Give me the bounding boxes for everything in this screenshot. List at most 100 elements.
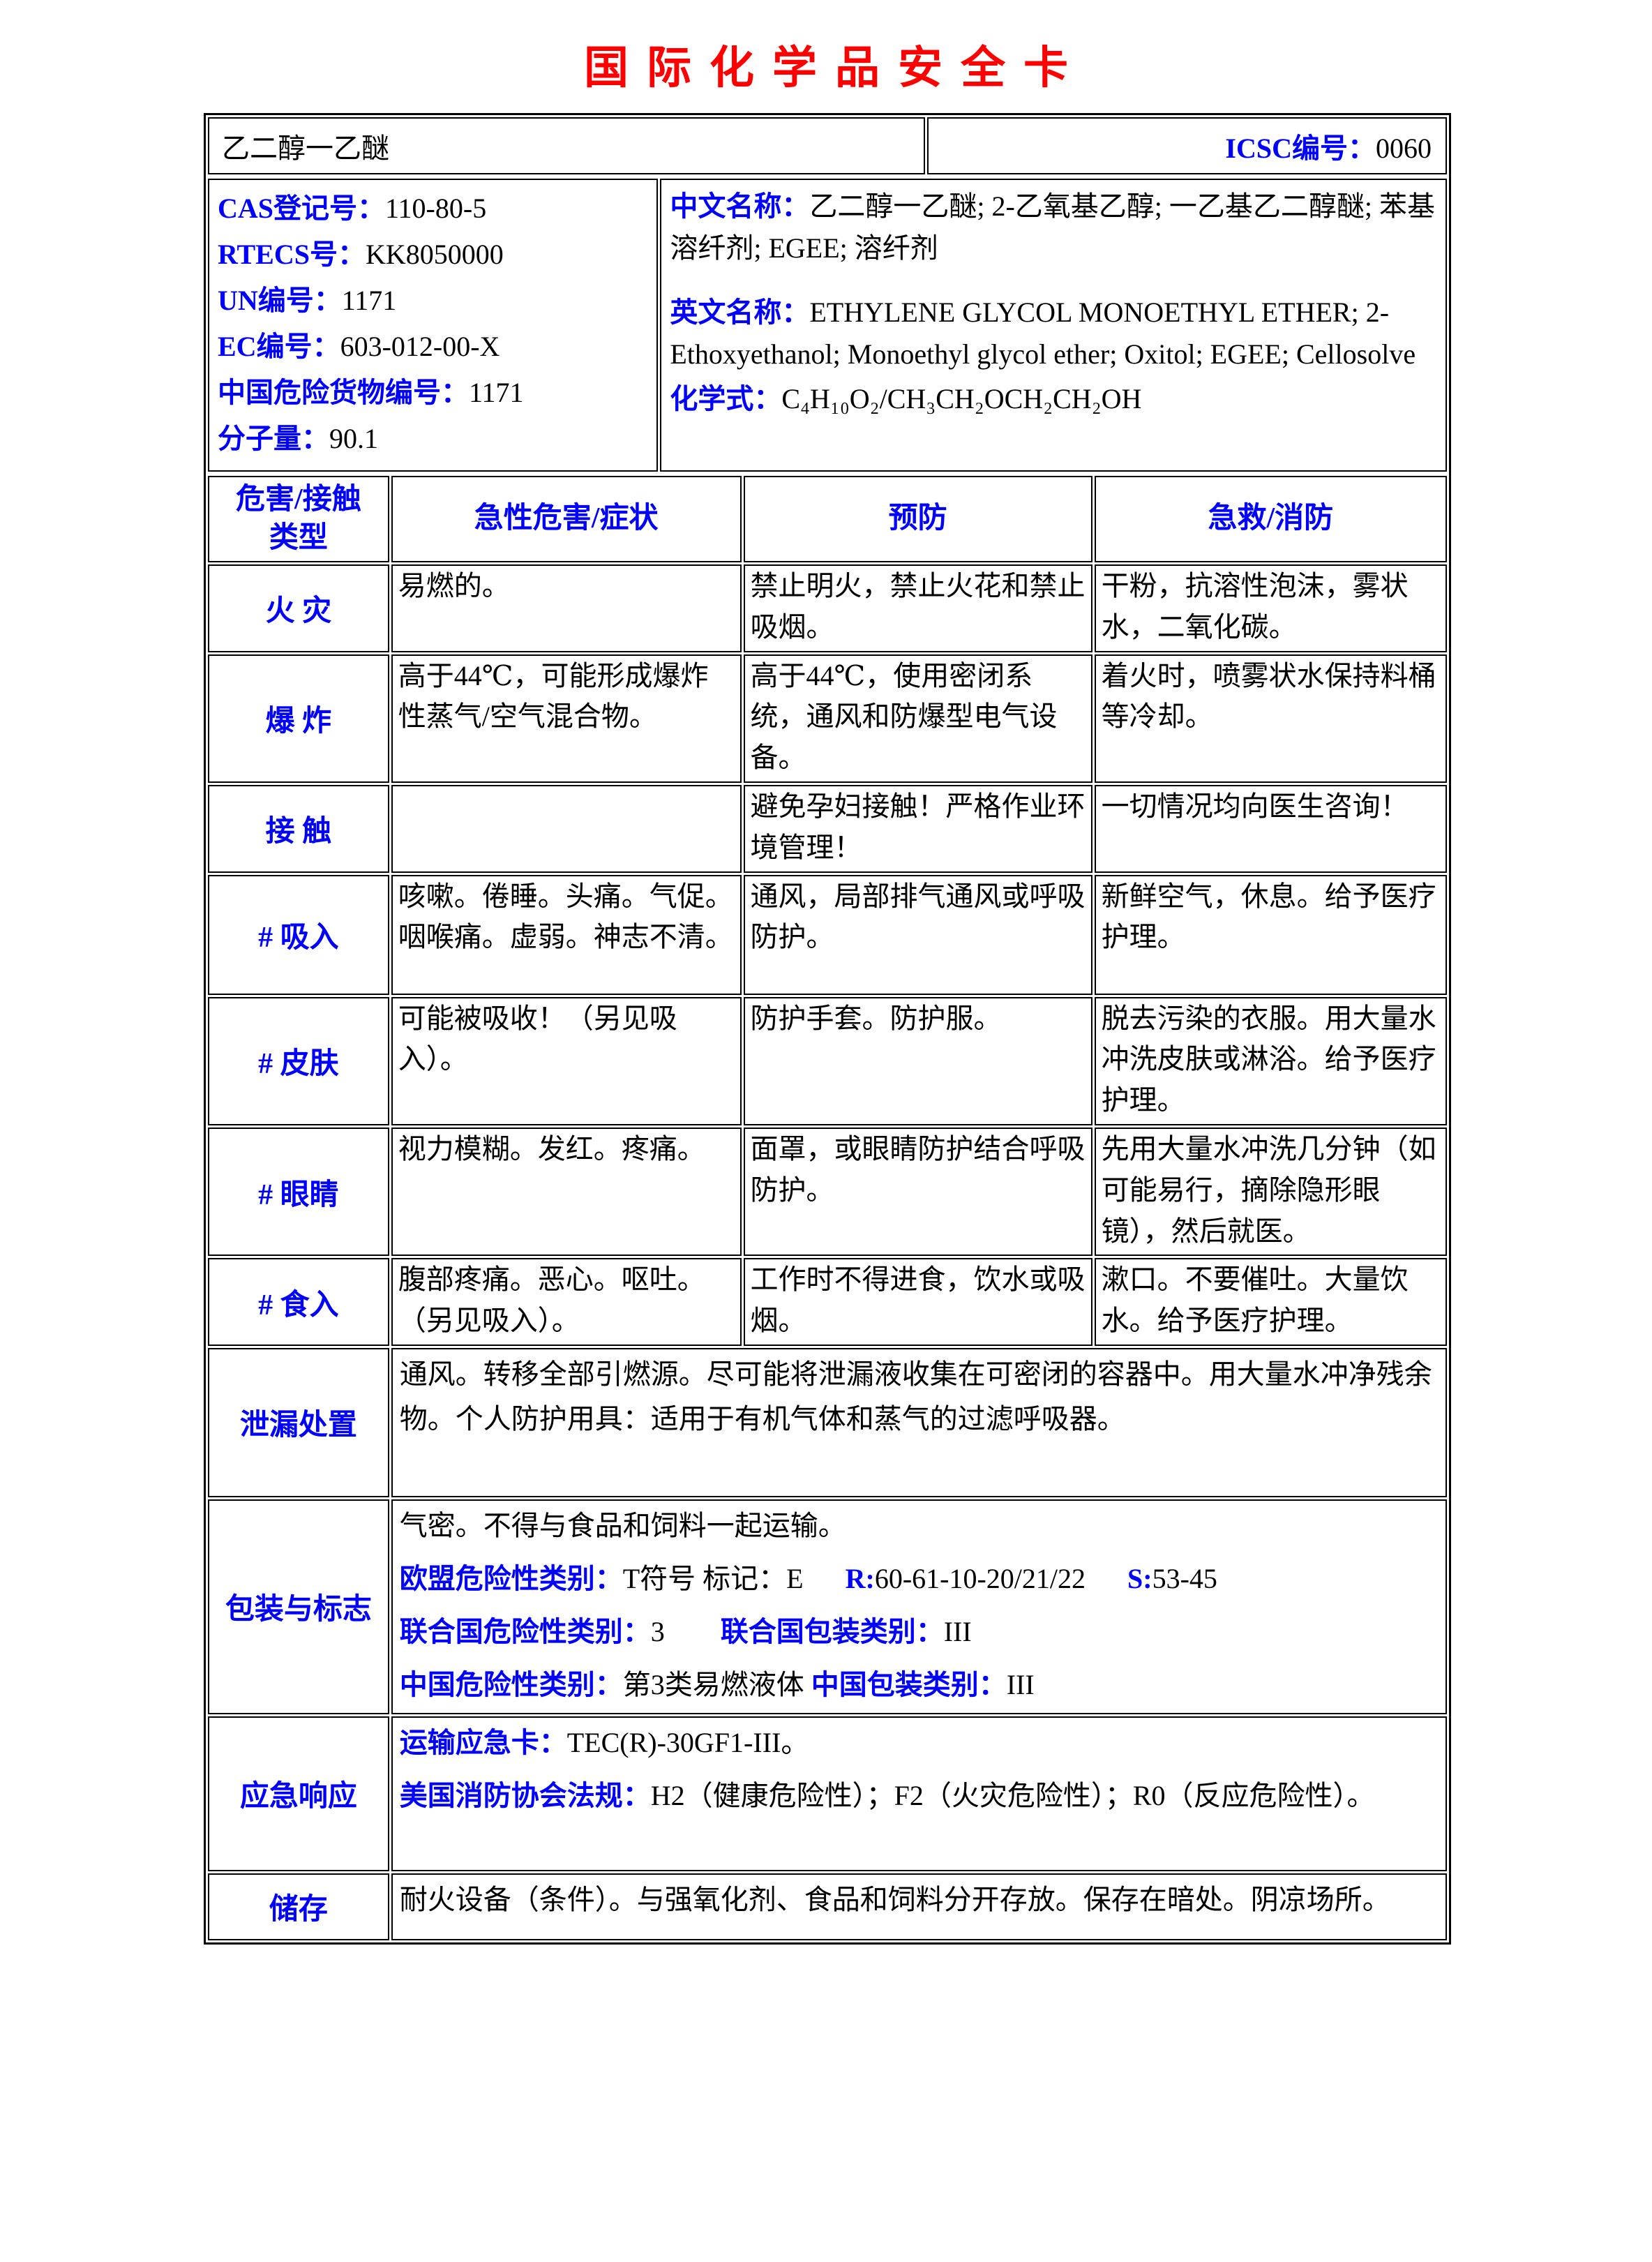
- text-segment: 易燃的。: [398, 570, 510, 601]
- hazard-cell: [391, 784, 742, 873]
- identifier-value: 1171: [341, 285, 397, 316]
- hazard-header-cell: 急救/消防: [1094, 476, 1447, 562]
- hazard-cell: 工作时不得进食，饮水或吸烟。: [743, 1258, 1092, 1346]
- hazard-cell-line: 气密。不得与食品和饲料一起运输。: [400, 1504, 1437, 1548]
- text-segment: 通风。转移全部引燃源。尽可能将泄漏液收集在可密闭的容器中。用大量水冲净残余物。个…: [399, 1358, 1432, 1435]
- hazard-row-label: 泄漏处置: [208, 1347, 389, 1497]
- text-segment: H2（健康危险性）；F2（火灾危险性）；R0（反应危险性）。: [650, 1779, 1375, 1811]
- names-panel: 中文名称：乙二醇一乙醚; 2-乙氧基乙醇; 一乙基乙二醇醚; 苯基溶纤剂; EG…: [660, 179, 1447, 472]
- hazard-row-label: # 眼睛: [208, 1127, 389, 1257]
- text-segment: 禁止明火，禁止火花和禁止吸烟。: [750, 570, 1086, 643]
- hazard-cell: 通风。转移全部引燃源。尽可能将泄漏液收集在可密闭的容器中。用大量水冲净残余物。个…: [391, 1347, 1447, 1497]
- text-segment: R:: [845, 1562, 875, 1594]
- text-segment: 中国危险性类别：: [399, 1668, 623, 1700]
- hazard-cell: 易燃的。: [391, 564, 742, 652]
- hazard-row-label: 爆 炸: [208, 654, 389, 783]
- text-segment: 欧盟危险性类别：: [399, 1562, 623, 1594]
- hazard-cell-line: 通风，局部排气通风或呼吸防护。: [751, 876, 1087, 959]
- icsc-number: 0060: [1376, 133, 1432, 164]
- identifier-value: 603-012-00-X: [340, 331, 500, 362]
- text-segment: 运输应急卡：: [399, 1726, 567, 1758]
- text-segment: S:: [1127, 1562, 1152, 1594]
- identifier-line: 分子量：90.1: [218, 416, 654, 462]
- text-segment: 咳嗽。倦睡。头痛。气促。咽喉痛。虚弱。神志不清。: [398, 880, 733, 953]
- text-segment: 耐火设备（条件）。与强氧化剂、食品和饲料分开存放。保存在暗处。阴凉场所。: [399, 1883, 1390, 1915]
- hazard-cell-line: 美国消防协会法规：H2（健康危险性）；F2（火灾危险性）；R0（反应危险性）。: [400, 1774, 1437, 1818]
- icsc-label: ICSC编号：: [1225, 133, 1376, 164]
- text-segment: 新鲜空气，休息。给予医疗护理。: [1101, 880, 1436, 953]
- hazard-header-cell: 危害/接触 类型: [208, 476, 389, 562]
- text-segment: 联合国危险性类别：: [399, 1615, 651, 1647]
- text-segment: 高于44℃，使用密闭系统，通风和防爆型电气设备。: [750, 659, 1058, 774]
- text-segment: 3: [650, 1615, 721, 1647]
- hazard-cell: 耐火设备（条件）。与强氧化剂、食品和饲料分开存放。保存在暗处。阴凉场所。: [391, 1873, 1447, 1940]
- hazard-cell: 一切情况均向医生咨询！: [1094, 784, 1447, 873]
- text-segment: 气密。不得与食品和饲料一起运输。: [399, 1509, 846, 1541]
- identifier-label: 中国危险货物编号：: [218, 377, 469, 408]
- hazard-cell: 新鲜空气，休息。给予医疗护理。: [1094, 874, 1447, 995]
- identifier-line: 中国危险货物编号：1171: [218, 370, 654, 416]
- chinese-name-line: 中文名称：乙二醇一乙醚; 2-乙氧基乙醇; 一乙基乙二醇醚; 苯基溶纤剂; EG…: [670, 186, 1436, 269]
- identifier-line: CAS登记号：110-80-5: [218, 186, 654, 232]
- hazard-cell-line: 高于44℃，使用密闭系统，通风和防爆型电气设备。: [751, 656, 1087, 779]
- chinese-name-label: 中文名称：: [670, 190, 810, 222]
- text-segment: 通风，局部排气通风或呼吸防护。: [750, 880, 1086, 953]
- hazard-cell-line: 易燃的。: [398, 566, 736, 607]
- hazard-cell-line: 联合国危险性类别：3 联合国包装类别：III: [400, 1610, 1437, 1654]
- hazard-cell: 面罩，或眼睛防护结合呼吸防护。: [743, 1127, 1092, 1257]
- identifier-label: EC编号：: [218, 331, 340, 362]
- hazard-cell: 腹部疼痛。恶心。呕吐。（另见吸入）。: [391, 1258, 742, 1346]
- text-segment: 工作时不得进食，饮水或吸烟。: [750, 1264, 1086, 1337]
- page-title: 国际化学品安全卡: [584, 43, 1086, 93]
- hazard-cell: 干粉，抗溶性泡沫，雾状水，二氧化碳。: [1094, 564, 1447, 652]
- identity-section: CAS登记号：110-80-5 RTECS号：KK8050000 UN编号：1171…: [206, 177, 1449, 474]
- text-segment: 避免孕妇接触！严格作业环境管理！: [750, 790, 1086, 863]
- icsc-card: 乙二醇一乙醚 ICSC编号：0060 CAS登记号：110-80-5 RTECS号…: [204, 113, 1451, 1945]
- identifier-label: CAS登记号：: [218, 193, 386, 224]
- text-segment: 漱口。不要催吐。大量饮水。给予医疗护理。: [1101, 1264, 1409, 1337]
- hazard-cell-line: 运输应急卡：TEC(R)-30GF1-III。: [400, 1721, 1437, 1765]
- identifier-label: UN编号：: [218, 285, 342, 316]
- hazard-cell: 高于44℃，可能形成爆炸性蒸气/空气混合物。: [391, 654, 742, 783]
- hazard-cell-line: 防护手套。防护服。: [751, 998, 1087, 1040]
- formula-label: 化学式：: [670, 383, 782, 414]
- hazard-cell-line: 中国危险性类别：第3类易燃液体 中国包装类别：III: [400, 1663, 1437, 1707]
- hazard-row-label: 接 触: [208, 784, 389, 873]
- hazard-cell: 先用大量水冲洗几分钟（如可能易行，摘除隐形眼镜），然后就医。: [1094, 1127, 1447, 1257]
- english-name-label: 英文名称：: [670, 297, 810, 328]
- identifier-label: RTECS号：: [218, 239, 366, 270]
- hazard-cell-line: 避免孕妇接触！严格作业环境管理！: [751, 786, 1087, 869]
- hazard-table: 危害/接触 类型 急性危害/症状 预防 急救/消防火 灾易燃的。 禁止明火，禁止火花和禁…: [206, 474, 1449, 1942]
- text-segment: 着火时，喷雾状水保持料桶等冷却。: [1101, 659, 1436, 733]
- hazard-cell: 高于44℃，使用密闭系统，通风和防爆型电气设备。: [743, 654, 1092, 783]
- hazard-row-label: # 吸入: [208, 874, 389, 995]
- hazard-cell-line: 漱口。不要催吐。大量饮水。给予医疗护理。: [1102, 1259, 1441, 1342]
- text-segment: 面罩，或眼睛防护结合呼吸防护。: [750, 1132, 1086, 1206]
- hazard-cell-line: 高于44℃，可能形成爆炸性蒸气/空气混合物。: [398, 656, 736, 738]
- hazard-cell-line: 干粉，抗溶性泡沫，雾状水，二氧化碳。: [1102, 566, 1441, 648]
- text-segment: 高于44℃，可能形成爆炸性蒸气/空气混合物。: [398, 659, 709, 733]
- identifier-line: RTECS号：KK8050000: [218, 232, 654, 278]
- identifier-line: UN编号：1171: [218, 278, 654, 324]
- hazard-cell-line: 欧盟危险性类别：T符号 标记：E R:60-61-10-20/21/22 S:5…: [400, 1557, 1437, 1601]
- text-segment: III: [943, 1615, 972, 1647]
- hazard-cell-line: 工作时不得进食，饮水或吸烟。: [751, 1259, 1087, 1342]
- hazard-cell: 视力模糊。发红。疼痛。: [391, 1127, 742, 1257]
- hazard-cell-line: 可能被吸收！（另见吸入）。: [398, 998, 736, 1081]
- hazard-cell-line: 腹部疼痛。恶心。呕吐。（另见吸入）。: [398, 1259, 736, 1342]
- hazard-cell: 避免孕妇接触！严格作业环境管理！: [743, 784, 1092, 873]
- hazard-cell: 气密。不得与食品和饲料一起运输。欧盟危险性类别：T符号 标记：E R:60-61…: [391, 1499, 1447, 1714]
- hazard-row-label: # 皮肤: [208, 996, 389, 1125]
- formula-line: 化学式：C₄H₁₀O₂/CH₃CH₂OCH₂CH₂OH: [670, 378, 1436, 420]
- hazard-cell-line: 禁止明火，禁止火花和禁止吸烟。: [751, 566, 1087, 648]
- hazard-cell: 防护手套。防护服。: [743, 996, 1092, 1125]
- text-segment: 53-45: [1152, 1562, 1217, 1594]
- icsc-number-cell: ICSC编号：0060: [927, 117, 1447, 174]
- hazard-row-label: 包装与标志: [208, 1499, 389, 1714]
- hazard-cell: 禁止明火，禁止火花和禁止吸烟。: [743, 564, 1092, 652]
- text-segment: TEC(R)-30GF1-III。: [566, 1726, 809, 1758]
- text-segment: 联合国包装类别：: [720, 1615, 944, 1647]
- hazard-cell: 可能被吸收！（另见吸入）。: [391, 996, 742, 1125]
- hazard-cell-line: 面罩，或眼睛防护结合呼吸防护。: [751, 1129, 1087, 1211]
- hazard-cell-line: 先用大量水冲洗几分钟（如可能易行，摘除隐形眼镜），然后就医。: [1102, 1129, 1441, 1252]
